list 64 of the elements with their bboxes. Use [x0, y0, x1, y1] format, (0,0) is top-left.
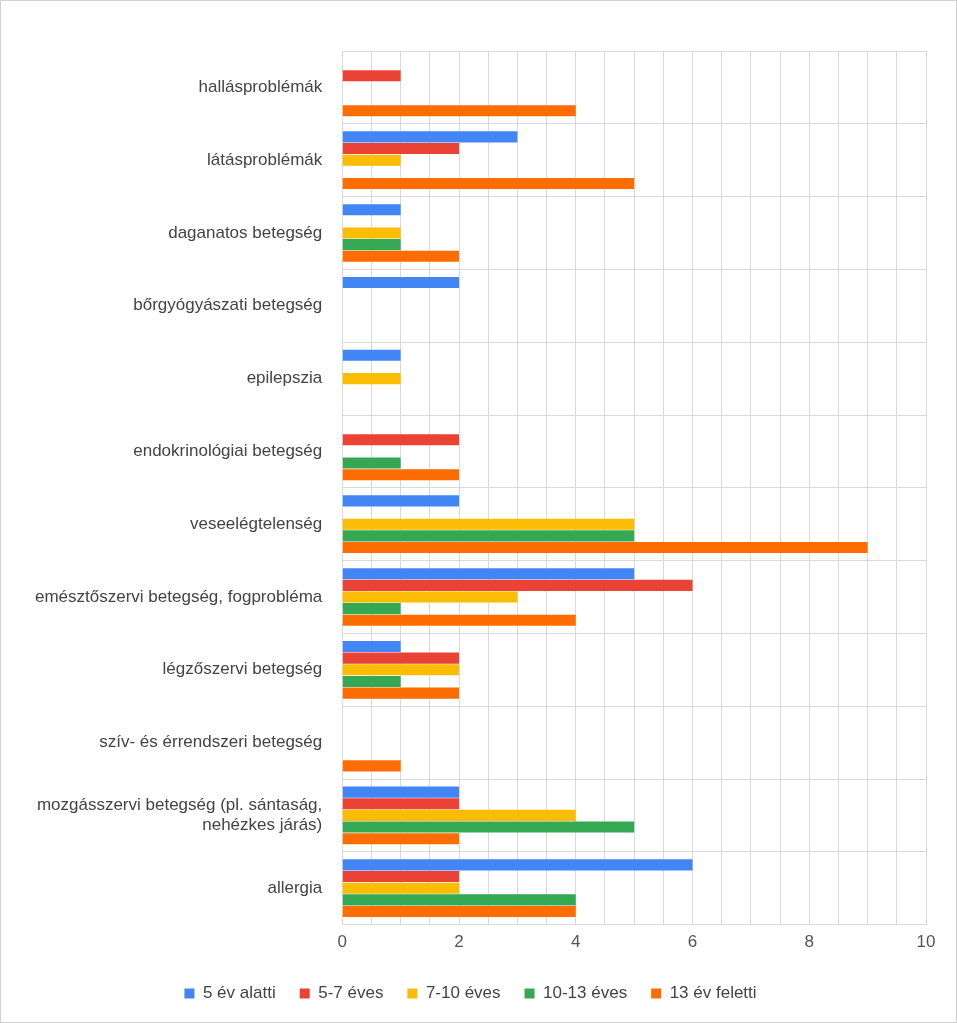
- bar: [342, 664, 460, 676]
- legend-label: 5-7 éves: [318, 983, 384, 1003]
- y-tick-label: endokrinológiai betegség: [133, 441, 323, 461]
- bar: [342, 457, 401, 469]
- x-tick-label: 10: [916, 932, 936, 952]
- y-tick-label: veseelégtelenség: [189, 513, 323, 533]
- bar: [342, 70, 401, 82]
- bar: [342, 250, 460, 262]
- bar: [342, 675, 401, 687]
- bar: [342, 349, 401, 361]
- bar: [342, 640, 401, 653]
- bar: [342, 143, 460, 155]
- bar: [342, 373, 401, 385]
- x-tick-label: 8: [804, 932, 814, 952]
- bar: [342, 579, 693, 591]
- bar: [342, 798, 460, 810]
- legend-label: 7-10 éves: [425, 983, 501, 1003]
- bar: [342, 541, 868, 554]
- bar: [342, 882, 460, 894]
- legend-label: 5 év alatti: [202, 983, 276, 1003]
- y-tick-label: légzőszervi betegség: [162, 659, 323, 679]
- bar: [342, 859, 693, 871]
- y-tick-label: daganatos betegség: [168, 222, 323, 242]
- x-tick-label: 6: [687, 932, 698, 952]
- legend-label: 13 év feletti: [669, 983, 757, 1003]
- bar: [342, 154, 401, 166]
- y-tick-label: emésztőszervi betegség, fogprobléma: [35, 586, 323, 606]
- bar: [342, 809, 576, 821]
- bar: [342, 905, 576, 918]
- y-tick-label: mozgásszervi betegség (pl. sántaság, nehézkes járás): [36, 794, 323, 835]
- bar: [342, 239, 401, 251]
- y-tick-label: epilepszia: [246, 368, 323, 388]
- bar: [342, 894, 576, 906]
- bar: [342, 495, 460, 507]
- bar: [342, 434, 460, 446]
- y-tick-label: szív- és érrendszeri betegség: [99, 732, 323, 752]
- bar: [342, 652, 460, 664]
- bar: [342, 105, 576, 117]
- y-tick-label: bőrgyógyászati betegség: [133, 295, 323, 315]
- bar: [342, 469, 460, 481]
- y-tick-label: hallásproblémák: [198, 77, 323, 97]
- x-tick-label: 0: [337, 932, 347, 952]
- bar: [342, 177, 635, 190]
- legend-label: 10-13 éves: [543, 983, 628, 1003]
- bar: [342, 227, 401, 239]
- bar: [342, 530, 635, 542]
- bar: [342, 518, 635, 530]
- bar: [342, 833, 460, 845]
- bar: [342, 687, 460, 699]
- bar: [342, 871, 460, 883]
- x-tick-label: 4: [571, 932, 581, 952]
- bar: [342, 204, 401, 216]
- y-tick-label: látásproblémák: [206, 149, 323, 169]
- bar: [342, 786, 460, 798]
- bar: [342, 614, 576, 626]
- bar: [342, 821, 635, 833]
- y-tick-label: allergia: [267, 877, 323, 897]
- bar: [342, 591, 518, 603]
- bar: [342, 276, 460, 289]
- bar: [342, 760, 401, 772]
- bar: [342, 568, 635, 580]
- bar: [342, 603, 401, 615]
- bar: [342, 131, 518, 143]
- x-tick-label: 2: [454, 932, 464, 952]
